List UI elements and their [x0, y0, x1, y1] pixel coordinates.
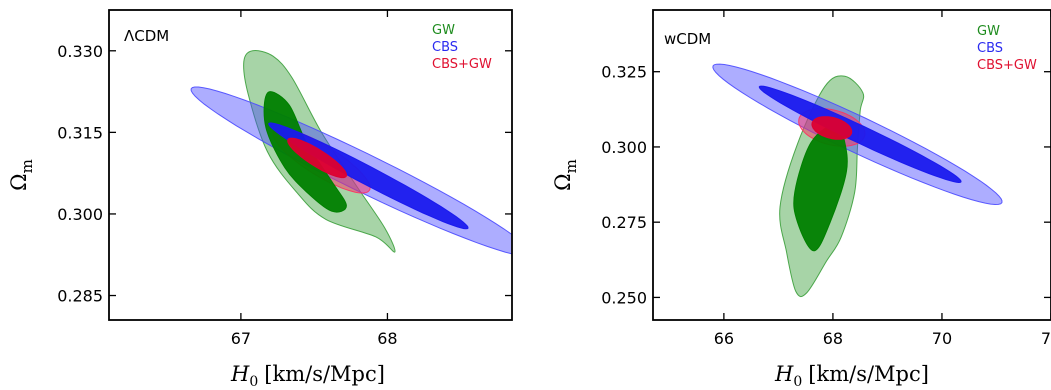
legend-entry-cbs-gw: CBS+GW [432, 57, 492, 72]
x-label-symbol: H [230, 362, 250, 386]
panel-wcdm: 66 68 70 72 0.250 0.275 0.300 0.325 wCDM GW CBS C… [551, 9, 1051, 390]
svg-text:H0[km/s/Mpc]: H0 [km/s/Mpc] [774, 362, 929, 390]
x-tick-label: 70 [932, 329, 952, 348]
legend-lcdm: GW CBS CBS+GW [432, 23, 492, 72]
contour-gw-1sigma [793, 122, 848, 252]
panel-lcdm: 67 68 0.285 0.300 0.315 0.330 ΛCDM GW CBS CBS+G… [7, 9, 513, 390]
contours-wcdm [712, 63, 1003, 298]
legend-entry-cbs: CBS [432, 40, 458, 55]
x-label-symbol: H [774, 362, 794, 386]
legend-wcdm: GW CBS CBS+GW [977, 24, 1037, 73]
ticks-lcdm: 67 68 0.285 0.300 0.315 0.330 [57, 10, 512, 348]
y-label-sub: m [562, 159, 580, 173]
y-tick-label: 0.285 [57, 287, 103, 306]
legend-entry-cbs: CBS [977, 41, 1003, 56]
plot-frame-lcdm [108, 9, 513, 321]
y-label-symbol: Ω [7, 173, 31, 190]
x-tick-label: 68 [377, 329, 397, 348]
x-tick-label: 68 [823, 329, 843, 348]
x-label-sub: 0 [249, 374, 258, 390]
contours-lcdm [190, 50, 512, 255]
panel-label-lcdm: ΛCDM [124, 27, 169, 45]
legend-entry-gw: GW [977, 24, 1000, 39]
y-tick-label: 0.300 [57, 205, 103, 224]
svg-text:H0[km/s/Mpc]: H0 [km/s/Mpc] [230, 362, 385, 390]
x-axis-label-wcdm: H0 [km/s/Mpc] [774, 362, 929, 390]
y-tick-label: 0.315 [57, 123, 103, 142]
y-tick-label: 0.275 [601, 213, 647, 232]
y-tick-label: 0.330 [57, 42, 103, 61]
y-label-symbol: Ω [551, 173, 575, 190]
y-axis-label-wcdm: Ωm [551, 159, 580, 191]
contour-cbs-1sigma [758, 85, 962, 184]
x-label-units: [km/s/Mpc] [808, 362, 929, 386]
svg-text:Ωm: Ωm [551, 159, 580, 191]
contour-cbs-gw-1sigma [811, 116, 853, 140]
x-tick-label: 67 [231, 329, 251, 348]
plot-frame-wcdm [652, 9, 1051, 321]
y-tick-label: 0.300 [601, 138, 647, 157]
svg-text:Ωm: Ωm [7, 159, 36, 191]
x-tick-label: 66 [714, 329, 734, 348]
y-label-sub: m [18, 159, 36, 173]
legend-entry-cbs-gw: CBS+GW [977, 58, 1037, 73]
ticks-wcdm: 66 68 70 72 0.250 0.275 0.300 0.325 [601, 10, 1051, 348]
contour-cbs-gw-1sigma [287, 137, 348, 179]
y-axis-label-lcdm: Ωm [7, 159, 36, 191]
y-tick-label: 0.250 [601, 288, 647, 307]
x-axis-label-lcdm: H0 [km/s/Mpc] [230, 362, 385, 390]
legend-entry-gw: GW [432, 23, 455, 38]
x-label-sub: 0 [793, 374, 802, 390]
x-tick-label: 72 [1041, 329, 1051, 348]
y-tick-label: 0.325 [601, 63, 647, 82]
x-label-units: [km/s/Mpc] [264, 362, 385, 386]
panel-label-wcdm: wCDM [664, 30, 711, 48]
